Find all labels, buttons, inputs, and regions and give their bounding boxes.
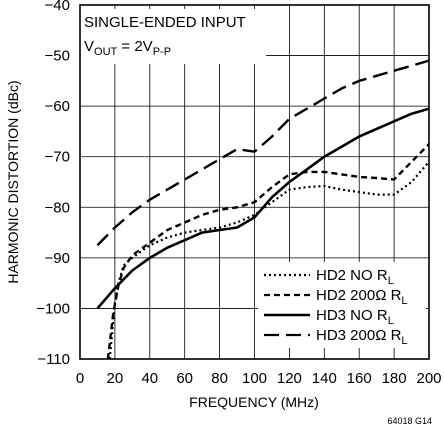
series-layer <box>96 59 429 359</box>
annotation-line-2: VOUT = 2VP-P <box>84 38 171 58</box>
figure-id: 64018 G14 <box>387 416 432 426</box>
legend-label: HD3 200Ω RL <box>316 327 408 347</box>
x-tick-labels: 0 20 40 60 80 100 120 140 160 180 200 <box>76 370 442 387</box>
legend-label: HD3 NO RL <box>316 307 394 327</box>
series-line-2 <box>106 143 429 359</box>
y-tick-label: −80 <box>45 199 70 216</box>
x-tick-label: 180 <box>382 370 407 387</box>
x-tick-label: 160 <box>347 370 372 387</box>
series-line-4 <box>96 59 429 247</box>
series-line-3 <box>96 107 429 310</box>
annotation-box <box>80 9 266 64</box>
y-tick-label: −110 <box>37 351 70 368</box>
y-tick-label: −100 <box>36 300 70 317</box>
y-tick-label: −90 <box>45 250 70 267</box>
x-tick-label: 100 <box>242 370 267 387</box>
y-axis-label: HARMONIC DISTORTION (dBc) <box>5 80 21 283</box>
x-tick-label: 200 <box>416 370 441 387</box>
x-tick-label: 20 <box>107 370 124 387</box>
x-tick-label: 120 <box>277 370 302 387</box>
x-tick-label: 140 <box>312 370 337 387</box>
x-tick-label: 40 <box>141 370 158 387</box>
plot-frame <box>79 4 430 360</box>
y-tick-label: −40 <box>45 0 70 14</box>
y-tick-label: −60 <box>45 98 70 115</box>
x-tick-label: 80 <box>211 370 228 387</box>
legend-label: HD2 NO RL <box>316 267 394 287</box>
legend-label: HD2 200Ω RL <box>316 287 408 307</box>
legend-box <box>258 262 426 348</box>
x-tick-label: 0 <box>76 370 84 387</box>
x-axis-label: FREQUENCY (MHz) <box>189 394 319 410</box>
annotation-line-1: SINGLE-ENDED INPUT <box>84 14 246 31</box>
x-tick-label: 60 <box>176 370 193 387</box>
y-tick-label: −70 <box>45 149 70 166</box>
y-tick-label: −50 <box>45 48 70 65</box>
y-tick-labels: −40 −50 −60 −70 −80 −90 −100 −110 <box>36 0 70 368</box>
